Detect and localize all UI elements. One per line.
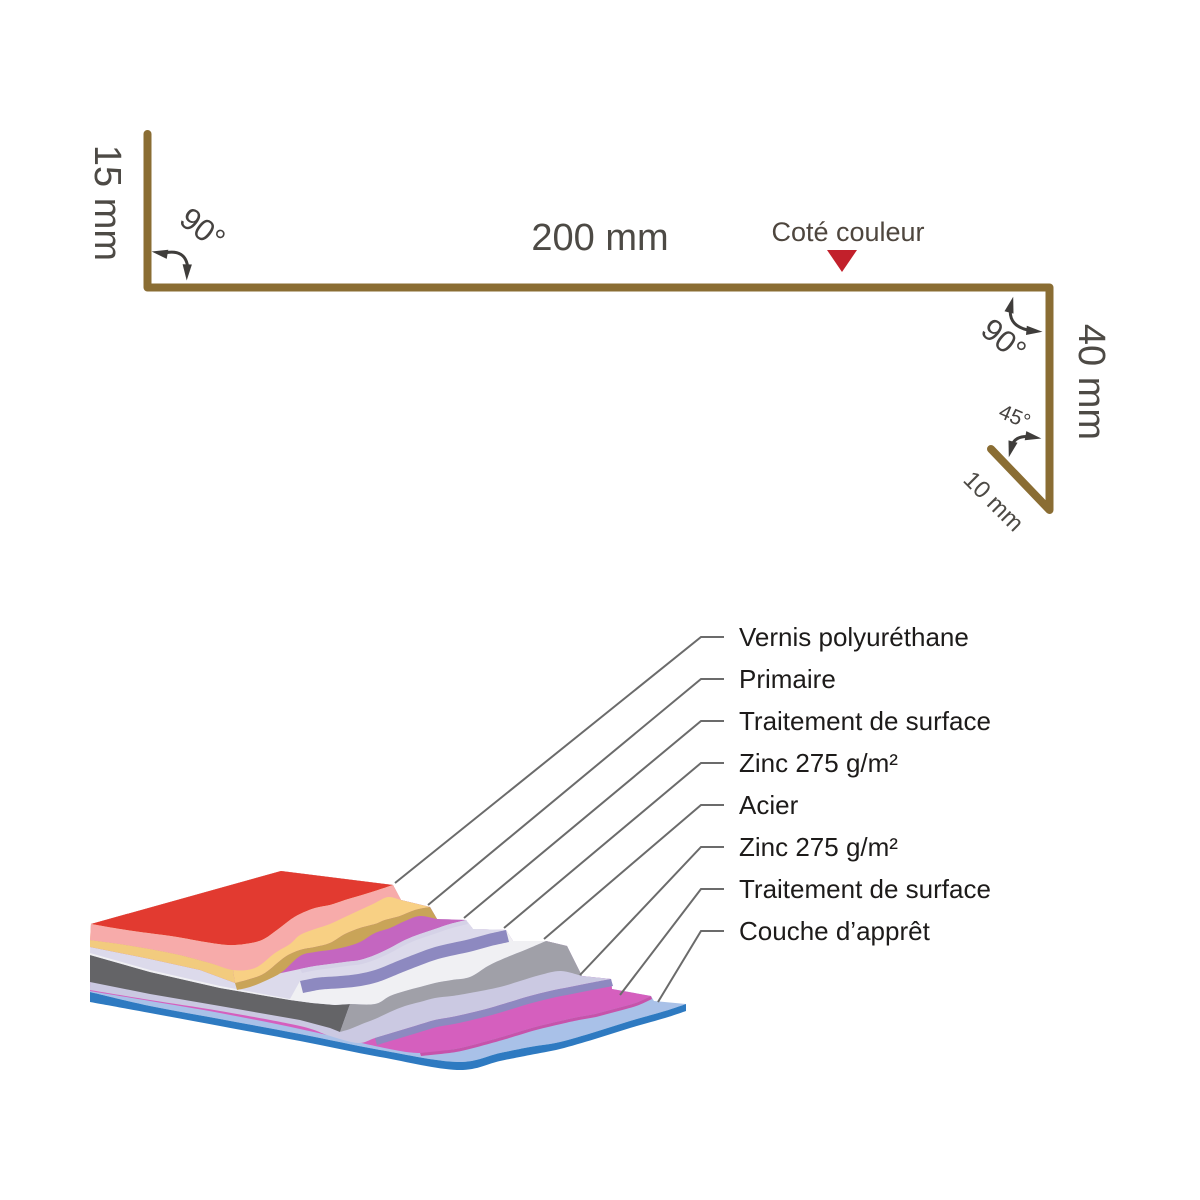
svg-text:Couche d’apprêt: Couche d’apprêt bbox=[739, 916, 931, 946]
svg-text:40 mm: 40 mm bbox=[1070, 324, 1112, 440]
svg-text:Traitement de surface: Traitement de surface bbox=[739, 706, 991, 736]
svg-text:Primaire: Primaire bbox=[739, 664, 836, 694]
svg-text:200 mm: 200 mm bbox=[531, 217, 668, 259]
svg-text:Zinc 275 g/m²: Zinc 275 g/m² bbox=[739, 832, 898, 862]
svg-text:Traitement de surface: Traitement de surface bbox=[739, 874, 991, 904]
svg-text:Zinc 275 g/m²: Zinc 275 g/m² bbox=[739, 748, 898, 778]
svg-text:Vernis polyuréthane: Vernis polyuréthane bbox=[739, 622, 969, 652]
svg-text:Coté couleur: Coté couleur bbox=[771, 217, 924, 247]
svg-text:Acier: Acier bbox=[739, 790, 799, 820]
svg-text:15 mm: 15 mm bbox=[86, 145, 128, 261]
